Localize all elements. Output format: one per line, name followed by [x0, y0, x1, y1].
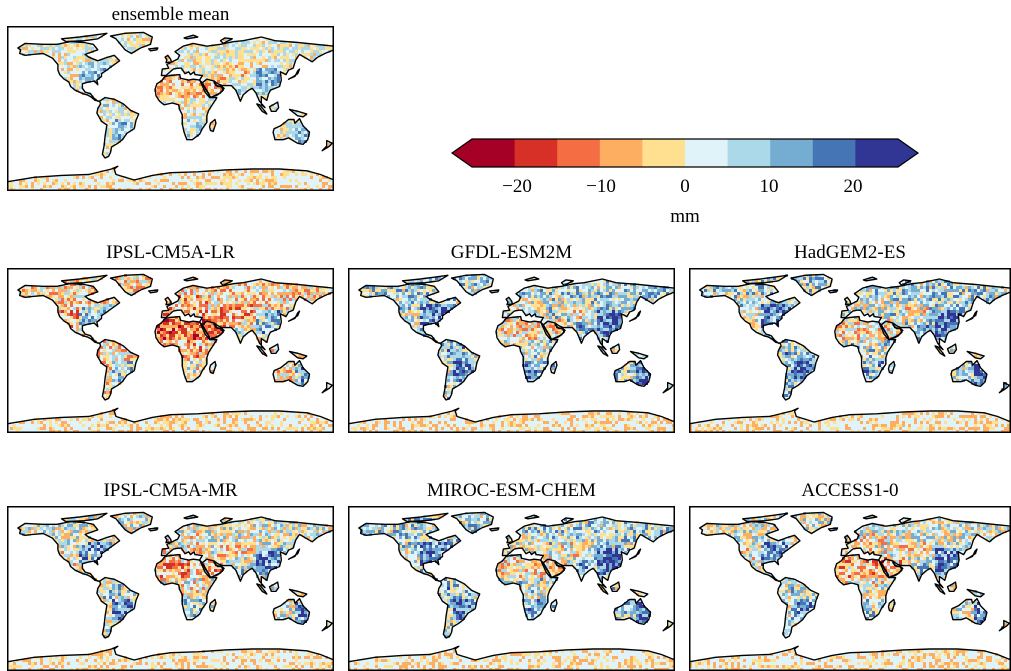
panel-title: ACCESS1-0 — [801, 480, 899, 501]
panel-ensemble-mean: ensemble mean — [7, 5, 334, 191]
panel-ipsl-cm5a-lr: IPSL-CM5A-LR — [7, 243, 334, 433]
colorbar-bar — [450, 138, 920, 168]
panel-title: ensemble mean — [111, 4, 230, 25]
coastlines — [348, 511, 675, 671]
colorbar-segment — [557, 139, 601, 167]
panel-gfdl-esm2m: GFDL-ESM2M — [348, 243, 675, 433]
world-map — [348, 268, 675, 433]
colorbar-segment — [514, 139, 558, 167]
land-field — [348, 512, 675, 671]
colorbar-segment — [472, 139, 516, 167]
coastlines — [7, 511, 334, 671]
world-map — [689, 268, 1011, 433]
land-field — [689, 274, 1010, 433]
panel-title: IPSL-CM5A-MR — [103, 480, 238, 501]
colorbar-segment — [727, 139, 771, 167]
panel-title: HadGEM2-ES — [794, 242, 906, 263]
world-map — [689, 506, 1011, 671]
panel-title: MIROC-ESM-CHEM — [427, 480, 596, 501]
coastlines — [7, 273, 334, 433]
colorbar-tick-label: −20 — [502, 176, 532, 197]
world-map — [7, 506, 334, 671]
coastlines — [348, 273, 675, 433]
panel-title: IPSL-CM5A-LR — [106, 242, 235, 263]
colorbar-extend-max — [898, 139, 918, 167]
panel-miroc-esm-chem: MIROC-ESM-CHEM — [348, 480, 675, 671]
map-frame — [348, 268, 675, 433]
colorbar-segment — [855, 139, 899, 167]
colorbar-tick-label: 20 — [843, 176, 863, 197]
world-map — [348, 506, 675, 671]
colorbar: −20 −10 0 10 20 mm — [450, 136, 930, 227]
panel-hadgem2-es: HadGEM2-ES — [689, 243, 1011, 433]
colorbar-outline — [450, 138, 920, 168]
world-map — [7, 26, 334, 191]
colorbar-tick-label: 10 — [759, 176, 779, 197]
panel-access1-0: ACCESS1-0 — [689, 480, 1011, 671]
colorbar-extend-min — [452, 139, 472, 167]
land-field — [689, 512, 1010, 671]
colorbar-unit: mm — [670, 206, 700, 227]
colorbar-segment — [599, 139, 643, 167]
coastlines — [689, 273, 1011, 433]
colorbar-segment — [770, 139, 814, 167]
world-map — [7, 268, 334, 433]
map-frame — [689, 268, 1011, 433]
colorbar-segment — [685, 139, 729, 167]
map-frame — [7, 268, 334, 433]
map-frame — [7, 26, 334, 191]
colorbar-tick-label: 0 — [680, 176, 690, 197]
colorbar-tick-label: −10 — [586, 176, 616, 197]
panel-title: GFDL-ESM2M — [450, 242, 573, 263]
colorbar-segment — [812, 139, 856, 167]
coastlines — [7, 31, 334, 191]
coastlines — [689, 511, 1011, 671]
colorbar-segment — [642, 139, 686, 167]
panel-ipsl-cm5a-mr: IPSL-CM5A-MR — [7, 480, 334, 671]
